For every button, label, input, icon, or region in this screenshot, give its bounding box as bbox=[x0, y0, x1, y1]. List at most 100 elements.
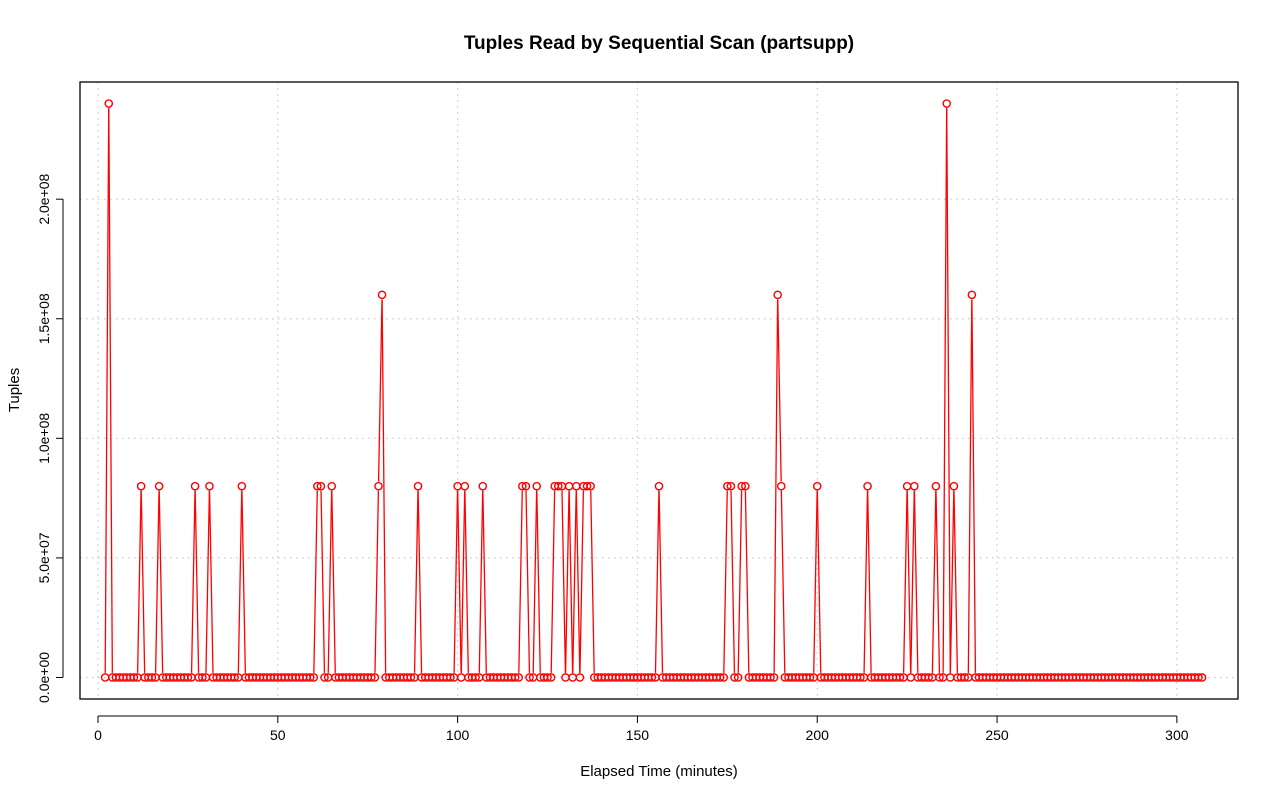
data-point-120 bbox=[525, 673, 534, 682]
data-point-130 bbox=[561, 673, 570, 682]
series-segment-153 bbox=[654, 490, 660, 673]
data-point-61 bbox=[313, 481, 322, 491]
data-point-116 bbox=[510, 673, 520, 682]
series-segment-124 bbox=[550, 490, 556, 673]
series-segment-58 bbox=[313, 490, 318, 673]
series-segment-176 bbox=[737, 490, 743, 673]
data-point-89 bbox=[413, 481, 423, 491]
series-segment-128 bbox=[564, 490, 570, 673]
series-segment-130 bbox=[572, 490, 577, 673]
series-segment-236 bbox=[953, 490, 959, 673]
data-point-126 bbox=[546, 673, 556, 682]
data-point-105 bbox=[471, 673, 480, 682]
series-segment-97 bbox=[453, 490, 459, 673]
series-segment-172 bbox=[723, 490, 728, 673]
data-point-156 bbox=[654, 481, 664, 491]
data-point-25 bbox=[183, 673, 193, 682]
series-segment-10 bbox=[140, 490, 146, 673]
data-point-136 bbox=[582, 481, 592, 491]
data-point-38 bbox=[230, 673, 239, 682]
data-point-225 bbox=[902, 481, 912, 491]
data-point-154 bbox=[647, 673, 657, 682]
series-segment-0 bbox=[104, 108, 110, 673]
series-segment-38 bbox=[241, 490, 246, 673]
data-point-227 bbox=[910, 481, 919, 491]
series-segment-129 bbox=[568, 490, 574, 673]
x-tick-label-2: 100 bbox=[446, 727, 470, 743]
data-point-10 bbox=[129, 673, 139, 682]
data-point-78 bbox=[374, 481, 383, 491]
data-point-107 bbox=[478, 481, 488, 491]
chart-title: Tuples Read by Sequential Scan (partsupp… bbox=[464, 33, 854, 54]
data-point-40 bbox=[237, 481, 247, 491]
data-point-102 bbox=[460, 481, 470, 491]
data-point-187 bbox=[766, 673, 775, 682]
axes: 0 50 100 150 200 250 300 0.0e+00 5.0e+07 1.0e+08 1… bbox=[36, 173, 1189, 743]
data-point-236 bbox=[942, 99, 952, 108]
series-segment-87 bbox=[417, 490, 423, 673]
series-segment-131 bbox=[575, 490, 581, 673]
data-point-125 bbox=[543, 673, 552, 682]
series-segment-99 bbox=[460, 490, 466, 673]
series-segment-187 bbox=[777, 299, 782, 482]
series-segment-14 bbox=[154, 490, 160, 673]
series-segment-231 bbox=[935, 490, 941, 673]
data-point-59 bbox=[305, 673, 315, 682]
series-segment-119 bbox=[532, 490, 538, 673]
series-segment-77 bbox=[381, 299, 387, 673]
data-point-178 bbox=[733, 673, 743, 682]
y-tick-label-1: 5.0e+07 bbox=[36, 532, 52, 583]
series-segment-230 bbox=[931, 490, 937, 673]
data-point-79 bbox=[377, 290, 387, 300]
series-segment-235 bbox=[949, 490, 955, 673]
x-tick-label-5: 250 bbox=[985, 727, 1009, 743]
data-point-3 bbox=[104, 99, 114, 108]
grid-lines bbox=[80, 82, 1238, 699]
x-tick-label-6: 300 bbox=[1165, 727, 1189, 743]
data-point-12 bbox=[136, 481, 146, 491]
data-point-200 bbox=[812, 481, 822, 491]
data-point-231 bbox=[924, 673, 934, 682]
data-point-133 bbox=[571, 481, 581, 491]
series-segment-9 bbox=[136, 490, 142, 673]
data-point-98 bbox=[446, 673, 455, 682]
series-segment-86 bbox=[413, 490, 419, 673]
series-segment-240 bbox=[967, 299, 973, 673]
series-segment-62 bbox=[327, 490, 333, 673]
series-segment-28 bbox=[205, 490, 211, 673]
data-point-31 bbox=[205, 481, 214, 491]
data-point-241 bbox=[960, 673, 969, 682]
series-segment-174 bbox=[730, 490, 736, 673]
data-point-137 bbox=[586, 481, 595, 491]
series-segment-224 bbox=[910, 490, 915, 673]
data-point-29 bbox=[197, 673, 207, 682]
data-point-190 bbox=[776, 481, 786, 491]
data-point-117 bbox=[514, 673, 524, 682]
series-segment-222 bbox=[902, 490, 908, 673]
data-point-173 bbox=[715, 673, 725, 682]
series-segment-223 bbox=[906, 490, 912, 673]
data-point-77 bbox=[370, 673, 380, 682]
data-point-177 bbox=[730, 673, 739, 682]
data-point-176 bbox=[726, 481, 736, 491]
data-point-119 bbox=[521, 481, 531, 491]
series-segment-188 bbox=[780, 490, 786, 673]
series-segment-186 bbox=[773, 299, 779, 673]
series-segment-100 bbox=[464, 490, 469, 673]
data-point-27 bbox=[190, 481, 200, 491]
data-point-188 bbox=[769, 673, 779, 682]
series-segment-98 bbox=[457, 490, 462, 673]
x-axis-label: Elapsed Time (minutes) bbox=[580, 763, 738, 780]
series-segment-117 bbox=[525, 490, 531, 673]
data-point-233 bbox=[931, 481, 941, 491]
series-segment-225 bbox=[913, 490, 919, 673]
data-point-128 bbox=[554, 481, 563, 491]
data-point-214 bbox=[863, 481, 872, 491]
series-segment-115 bbox=[518, 490, 523, 673]
data-series bbox=[100, 99, 1207, 682]
data-point-60 bbox=[309, 673, 319, 682]
x-tick-label-0: 0 bbox=[94, 727, 102, 743]
series-segment-60 bbox=[320, 490, 326, 673]
series-segment-212 bbox=[867, 490, 872, 673]
